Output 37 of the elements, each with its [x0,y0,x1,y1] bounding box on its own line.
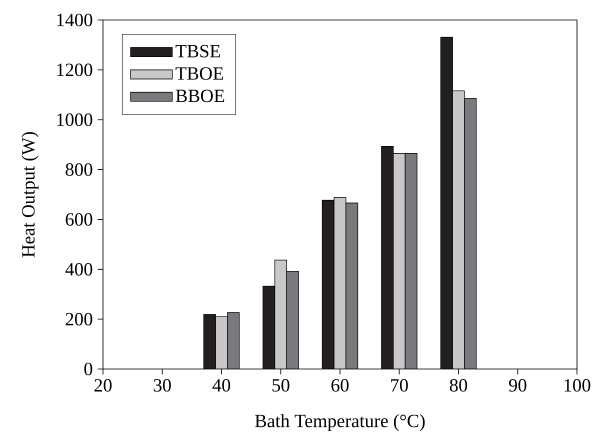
y-tick-label: 200 [66,312,92,326]
y-axis-title: Heat Output (W) [22,132,38,258]
y-tick-label: 1400 [57,14,92,26]
x-tick-label: 30 [154,379,171,392]
bar [440,36,453,369]
x-tick-label: 50 [272,379,290,392]
bar [322,200,334,369]
y-tick-label: 1000 [57,113,92,126]
bar [404,153,418,369]
x-tick-label: 80 [450,379,468,392]
bar [381,146,394,369]
x-tick-label: 40 [212,379,230,392]
x-tick-label: 70 [391,379,408,392]
bar [286,270,299,369]
bar [274,260,288,369]
bar [203,314,216,369]
bar [215,316,228,369]
y-tick-label: 1200 [57,64,92,76]
bar [262,286,276,369]
bar [392,153,406,369]
y-tick-label: 800 [66,163,92,176]
legend-label: TBSE [176,44,220,58]
y-tick-label: 600 [66,213,92,226]
legend-label: TBOE [176,67,224,80]
x-axis-title: Bath Temperature (°C) [255,414,425,432]
x-tick-label: 100 [564,379,590,392]
bar [227,312,240,369]
bar [346,202,358,369]
bar [452,90,465,369]
x-tick-label: 60 [331,379,349,392]
y-tick-label: 400 [65,262,92,276]
x-tick-label: 20 [94,379,112,392]
bar [464,98,477,369]
y-tick-label: 0 [84,362,92,376]
bar [334,197,346,369]
x-tick-label: 90 [509,379,526,392]
legend-label: BBOE [176,90,224,102]
